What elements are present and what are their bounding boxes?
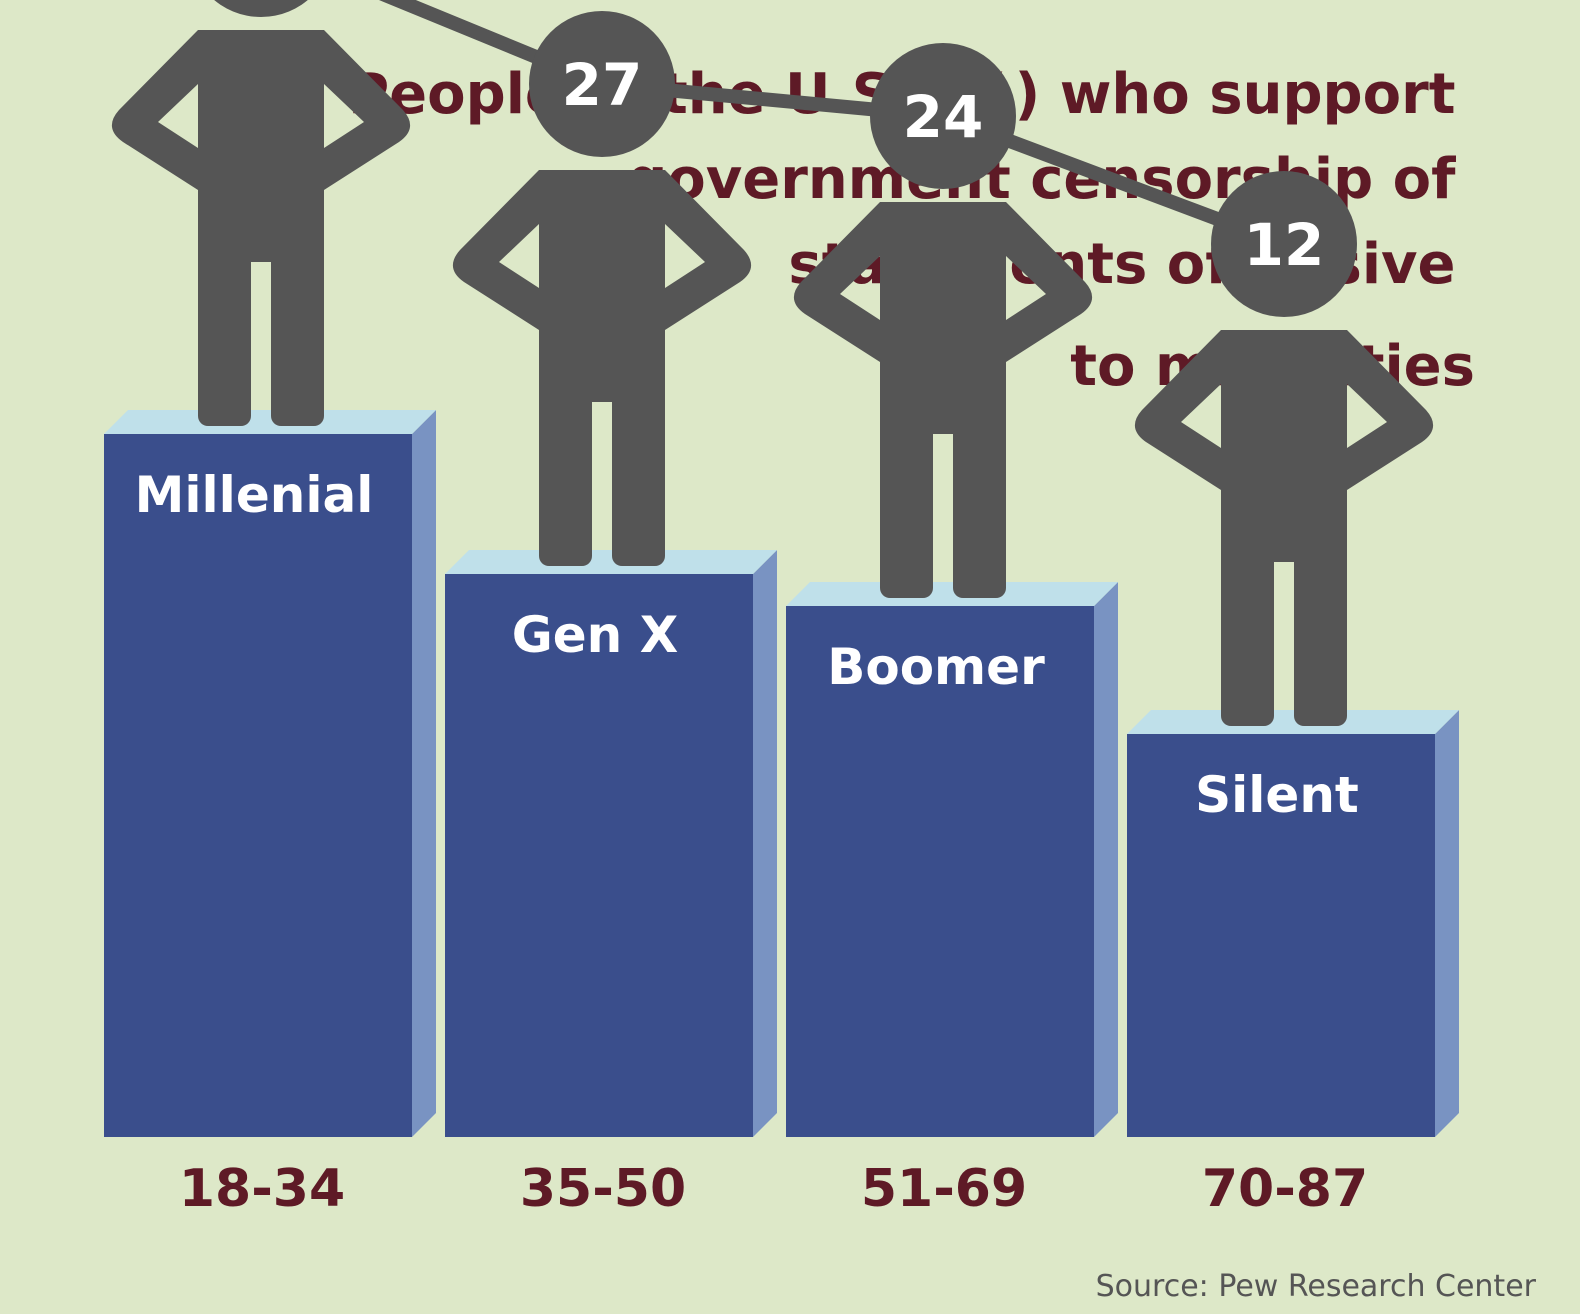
bar-side — [412, 410, 436, 1137]
person-leg — [1221, 550, 1274, 726]
x-tick-label: 70-87 — [1202, 1159, 1368, 1219]
person-leg — [198, 250, 251, 426]
x-tick-label: 35-50 — [520, 1159, 686, 1219]
trend-polyline — [378, 0, 1287, 251]
x-tick-label: 18-34 — [179, 1159, 345, 1219]
bar — [786, 606, 1094, 1137]
bar-top — [104, 410, 436, 434]
person-leg — [1294, 550, 1347, 726]
source-note: Source: Pew Research Center — [1096, 1269, 1537, 1304]
bars-layer — [104, 410, 1459, 1137]
bar-top — [786, 582, 1118, 606]
person-torso — [198, 30, 324, 262]
bar-side — [1094, 582, 1118, 1137]
person-head — [529, 11, 675, 157]
person-arm — [1006, 202, 1093, 362]
person-arm — [324, 30, 411, 190]
person-torso — [539, 170, 665, 402]
category-label: Silent — [1195, 766, 1359, 824]
person-leg — [539, 390, 592, 566]
bar-side — [1435, 710, 1459, 1137]
person-figure — [111, 0, 411, 426]
category-label: Millenial — [135, 466, 374, 524]
data-label: 27 — [562, 51, 643, 119]
figures-layer — [111, 0, 1434, 726]
person-leg — [271, 250, 324, 426]
person-head — [1211, 171, 1357, 317]
person-figure — [452, 11, 752, 566]
bar-top — [445, 550, 777, 574]
person-torso — [1221, 330, 1347, 562]
bar — [104, 434, 412, 1137]
person-arm — [452, 170, 539, 330]
person-figure — [1134, 171, 1434, 726]
data-label: 24 — [903, 83, 984, 151]
bar — [1127, 734, 1435, 1137]
person-arm — [665, 170, 752, 330]
person-head — [214, 0, 308, 17]
person-leg — [880, 422, 933, 598]
bar-top — [1127, 710, 1459, 734]
person-leg — [612, 390, 665, 566]
data-label: 12 — [1244, 211, 1325, 279]
person-arm — [1347, 330, 1434, 490]
category-label: Gen X — [512, 606, 679, 664]
person-arm — [1134, 330, 1221, 490]
category-label: Boomer — [827, 638, 1045, 696]
person-head — [870, 43, 1016, 189]
bar-side — [753, 550, 777, 1137]
person-arm — [793, 202, 880, 362]
person-figure — [793, 43, 1093, 598]
person-leg — [953, 422, 1006, 598]
trend-line — [378, 0, 1287, 251]
person-torso — [880, 202, 1006, 434]
x-tick-label: 51-69 — [861, 1159, 1027, 1219]
person-arm — [111, 30, 198, 190]
bar — [445, 574, 753, 1137]
